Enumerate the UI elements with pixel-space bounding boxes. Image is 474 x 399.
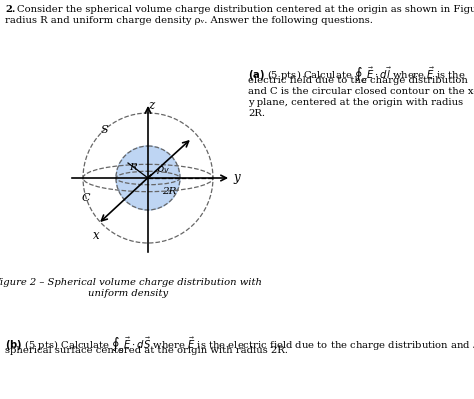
Text: S: S [100, 125, 108, 135]
Text: and C is the circular closed contour on the x-: and C is the circular closed contour on … [248, 87, 474, 96]
Text: C: C [82, 193, 90, 203]
Text: x: x [93, 229, 100, 242]
Text: 2R: 2R [162, 187, 176, 196]
Text: $\mathbf{(a)}$ (5 pts) Calculate $\oint_C \vec{E}\cdot d\vec{l}$ where $\vec{E}$: $\mathbf{(a)}$ (5 pts) Calculate $\oint_… [248, 65, 466, 86]
Text: y: y [233, 172, 240, 184]
Text: 2R.: 2R. [248, 109, 265, 118]
Text: Consider the spherical volume charge distribution centered at the origin as show: Consider the spherical volume charge dis… [17, 5, 474, 14]
Text: 2.: 2. [5, 5, 15, 14]
Text: z: z [148, 99, 154, 112]
Text: electric field due to the charge distribution: electric field due to the charge distrib… [248, 76, 468, 85]
Text: $\rho_v$: $\rho_v$ [156, 164, 170, 176]
Text: spherical surface centered at the origin with radius 2R.: spherical surface centered at the origin… [5, 346, 288, 355]
Text: R: R [129, 162, 137, 172]
Text: $\mathbf{(b)}$ (5 pts) Calculate $\oint_S \vec{E}\cdot d\vec{S}$ where $\vec{E}$: $\mathbf{(b)}$ (5 pts) Calculate $\oint_… [5, 335, 474, 356]
Circle shape [116, 146, 180, 210]
Text: radius R and uniform charge density ρᵥ. Answer the following questions.: radius R and uniform charge density ρᵥ. … [5, 16, 373, 25]
Text: uniform density: uniform density [88, 289, 168, 298]
Text: y plane, centered at the origin with radius: y plane, centered at the origin with rad… [248, 98, 463, 107]
Text: Figure 2 – Spherical volume charge distribution with: Figure 2 – Spherical volume charge distr… [0, 278, 263, 287]
